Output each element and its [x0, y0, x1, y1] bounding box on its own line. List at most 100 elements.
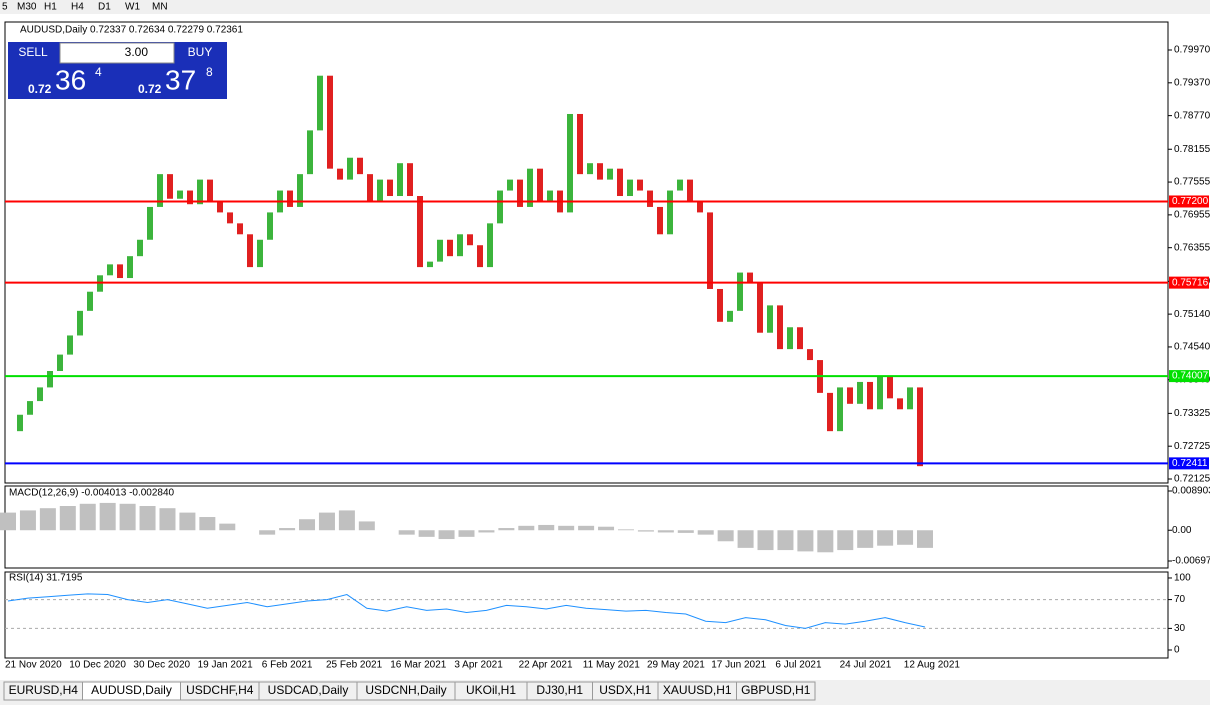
tab[interactable]: USDCNH,Daily	[356, 681, 456, 701]
tab-label[interactable]: USDX,H1	[599, 683, 651, 697]
timeframe-button[interactable]: W1	[125, 2, 140, 13]
candle	[77, 310, 83, 336]
macd-bar	[398, 530, 415, 535]
date-label: 6 Jul 2021	[775, 660, 822, 671]
sell-price-big: 0.72	[28, 82, 52, 96]
macd-bar	[538, 524, 555, 531]
macd-bar	[498, 528, 515, 531]
macd-bar	[677, 530, 694, 533]
level-label: 0.72411	[1172, 458, 1208, 469]
date-label: 29 May 2021	[647, 660, 705, 671]
y-tick-label: 0.73325	[1174, 408, 1210, 419]
macd-bar	[617, 529, 634, 531]
tab-label[interactable]: USDCNH,Daily	[365, 683, 446, 697]
lot-value[interactable]: 3.00	[125, 45, 149, 59]
y-tick-label: 100	[1174, 573, 1191, 584]
tab-label[interactable]: UKOil,H1	[466, 683, 516, 697]
macd-bar	[159, 508, 176, 531]
timeframe-button[interactable]: H1	[44, 2, 57, 13]
timeframe-button[interactable]: D1	[98, 2, 111, 13]
buy-price-pip: 8	[206, 65, 213, 79]
tab[interactable]: USDX,H1	[592, 681, 659, 701]
candle	[167, 174, 173, 199]
candle	[187, 190, 193, 205]
candle	[87, 291, 93, 311]
candle	[567, 113, 573, 213]
y-tick-label: 30	[1174, 623, 1186, 634]
lot-box[interactable]	[59, 42, 175, 64]
candle	[577, 113, 583, 175]
tab-label[interactable]: EURUSD,H4	[9, 683, 79, 697]
macd-bar	[99, 502, 116, 531]
candle	[487, 223, 493, 268]
timeframe-button[interactable]: MN	[152, 2, 168, 13]
date-label: 24 Jul 2021	[840, 660, 892, 671]
tab-box[interactable]	[736, 681, 816, 701]
timeframe-button[interactable]: 5	[2, 2, 8, 13]
candle	[37, 387, 43, 402]
tab[interactable]: XAUUSD,H1	[657, 681, 737, 701]
tab[interactable]: USDCHF,H4	[180, 681, 260, 701]
rsi-line	[7, 593, 926, 629]
candle	[647, 190, 653, 207]
macd-bar	[737, 530, 754, 548]
candle	[397, 163, 403, 197]
chart-info: AUDUSD,Daily 0.72337 0.72634 0.72279 0.7…	[20, 25, 243, 36]
candle	[867, 381, 873, 410]
macd-bar	[179, 512, 196, 531]
macd-bar	[837, 530, 854, 551]
tab-label[interactable]: DJ30,H1	[536, 683, 583, 697]
tab-label[interactable]: AUDUSD,Daily	[91, 683, 172, 697]
timeframe-button[interactable]: M30	[17, 2, 37, 13]
tab-label[interactable]: USDCHF,H4	[186, 683, 254, 697]
candle	[107, 264, 113, 276]
y-tick-label: 70	[1174, 594, 1186, 605]
level-label: 0.77200	[1172, 196, 1209, 207]
tab[interactable]: EURUSD,H4	[3, 681, 83, 701]
tab[interactable]: UKOil,H1	[454, 681, 528, 701]
candle	[657, 206, 663, 235]
buy-button[interactable]: BUY	[188, 45, 213, 59]
sell-button[interactable]: SELL	[18, 45, 48, 59]
candle	[907, 387, 913, 410]
level-tag	[1169, 195, 1209, 208]
candle	[157, 174, 163, 207]
level-tag	[1169, 276, 1209, 289]
tab[interactable]: AUDUSD,Daily	[82, 681, 181, 701]
macd-bar	[757, 530, 774, 551]
macd-bar	[0, 512, 16, 531]
candle	[607, 168, 613, 180]
candle	[827, 392, 833, 432]
tab-label[interactable]: GBPUSD,H1	[741, 683, 811, 697]
candle	[327, 75, 333, 169]
candle	[527, 168, 533, 207]
candle	[127, 256, 133, 279]
candle	[47, 371, 53, 388]
candle	[737, 272, 743, 311]
candle	[747, 272, 753, 284]
tab-label[interactable]: XAUUSD,H1	[663, 683, 732, 697]
candle	[637, 179, 643, 191]
y-tick-label: 0.78155	[1174, 144, 1210, 155]
toolbar	[0, 0, 1210, 14]
y-tick-label: 0.00	[1172, 525, 1192, 536]
candle	[407, 163, 413, 197]
candle	[57, 354, 63, 372]
tab[interactable]: DJ30,H1	[526, 681, 593, 701]
candle	[297, 174, 303, 207]
date-label: 22 Apr 2021	[519, 660, 573, 671]
date-label: 21 Nov 2020	[5, 660, 62, 671]
tab[interactable]: GBPUSD,H1	[736, 681, 816, 701]
candle	[467, 234, 473, 246]
rsi-frame	[4, 571, 1169, 659]
candle	[137, 239, 143, 257]
candle	[497, 190, 503, 224]
timeframe-button[interactable]: H4	[71, 2, 84, 13]
macd-bar	[857, 530, 874, 548]
candle	[457, 234, 463, 257]
tab[interactable]: USDCAD,Daily	[258, 681, 358, 701]
candle	[477, 245, 483, 268]
tab-label[interactable]: USDCAD,Daily	[268, 683, 349, 697]
macd-bar	[39, 508, 56, 531]
